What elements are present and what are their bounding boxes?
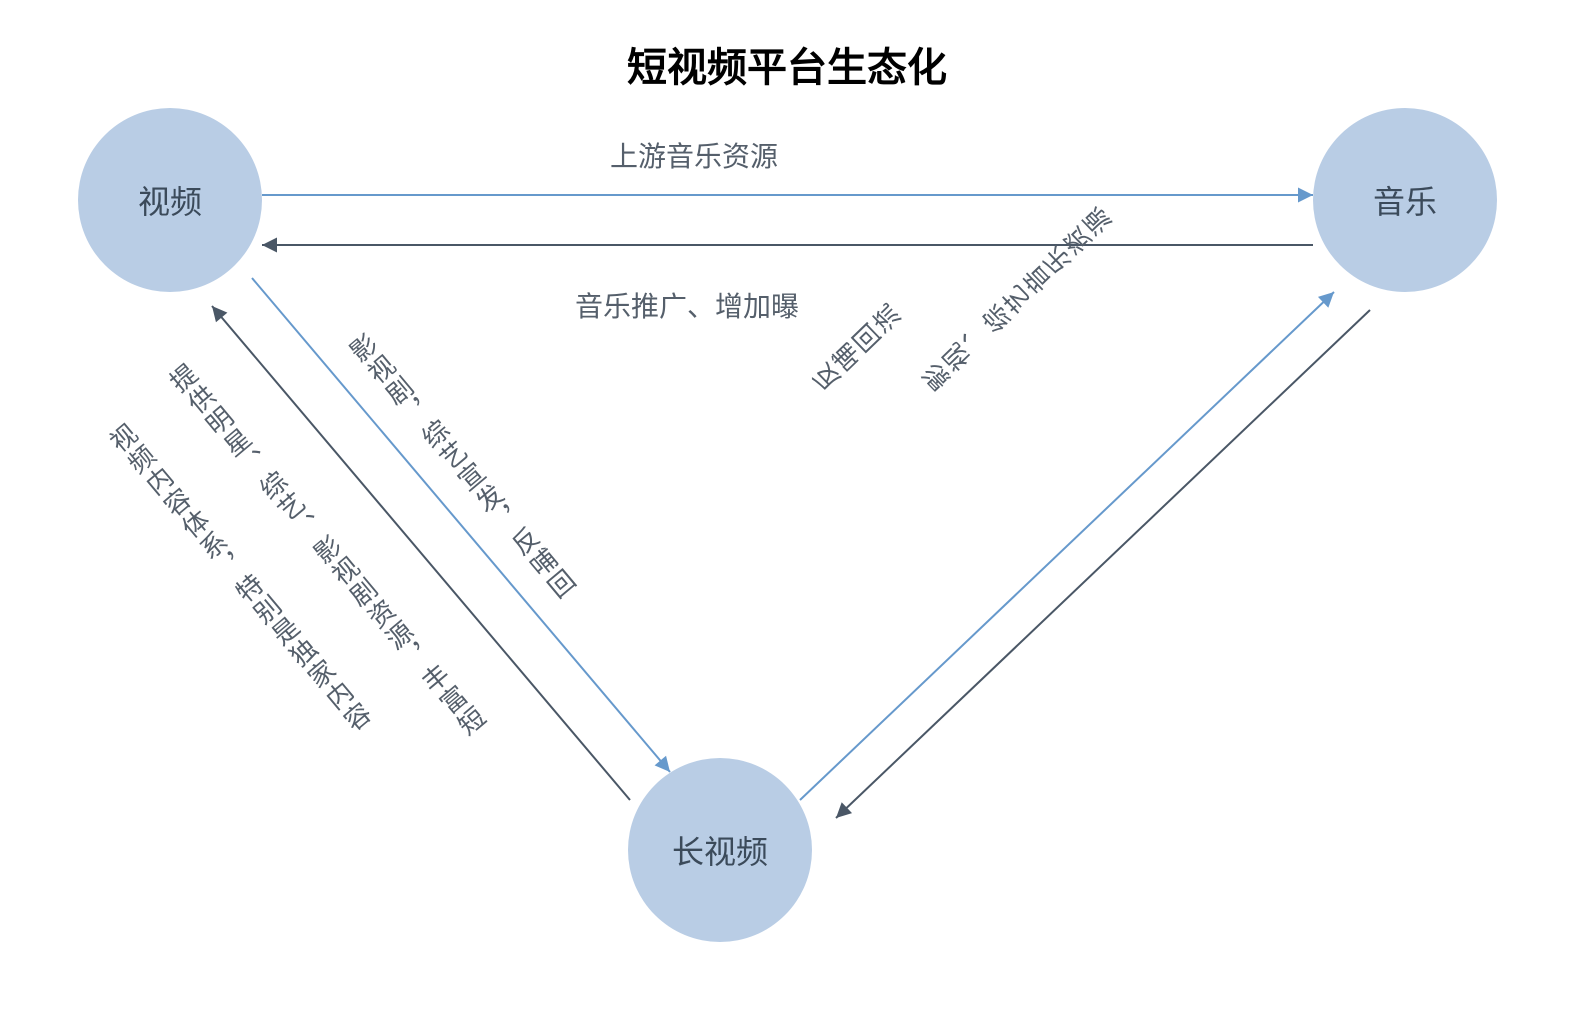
edge-long_video-music (800, 292, 1334, 800)
edge-label: 影视剧，综艺宣发，反哺回 (340, 326, 584, 607)
edge-label: 上游音乐资源 (610, 135, 778, 175)
edge-label: 影视、综艺音乐资源 (914, 198, 1121, 400)
edge-long_video-video (212, 306, 630, 800)
node-label: 音乐 (1373, 177, 1437, 223)
edge-music-long_video (836, 310, 1370, 818)
edge-label: 反哺回流 (804, 296, 910, 400)
node-long_video: 长视频 (628, 758, 812, 942)
diagram-title: 短视频平台生态化 (627, 35, 947, 93)
node-video: 视频 (78, 108, 262, 292)
node-label: 视频 (138, 177, 202, 223)
edge-label: 音乐推广、增加曝 (575, 285, 799, 325)
node-label: 长视频 (672, 827, 768, 873)
node-music: 音乐 (1313, 108, 1497, 292)
